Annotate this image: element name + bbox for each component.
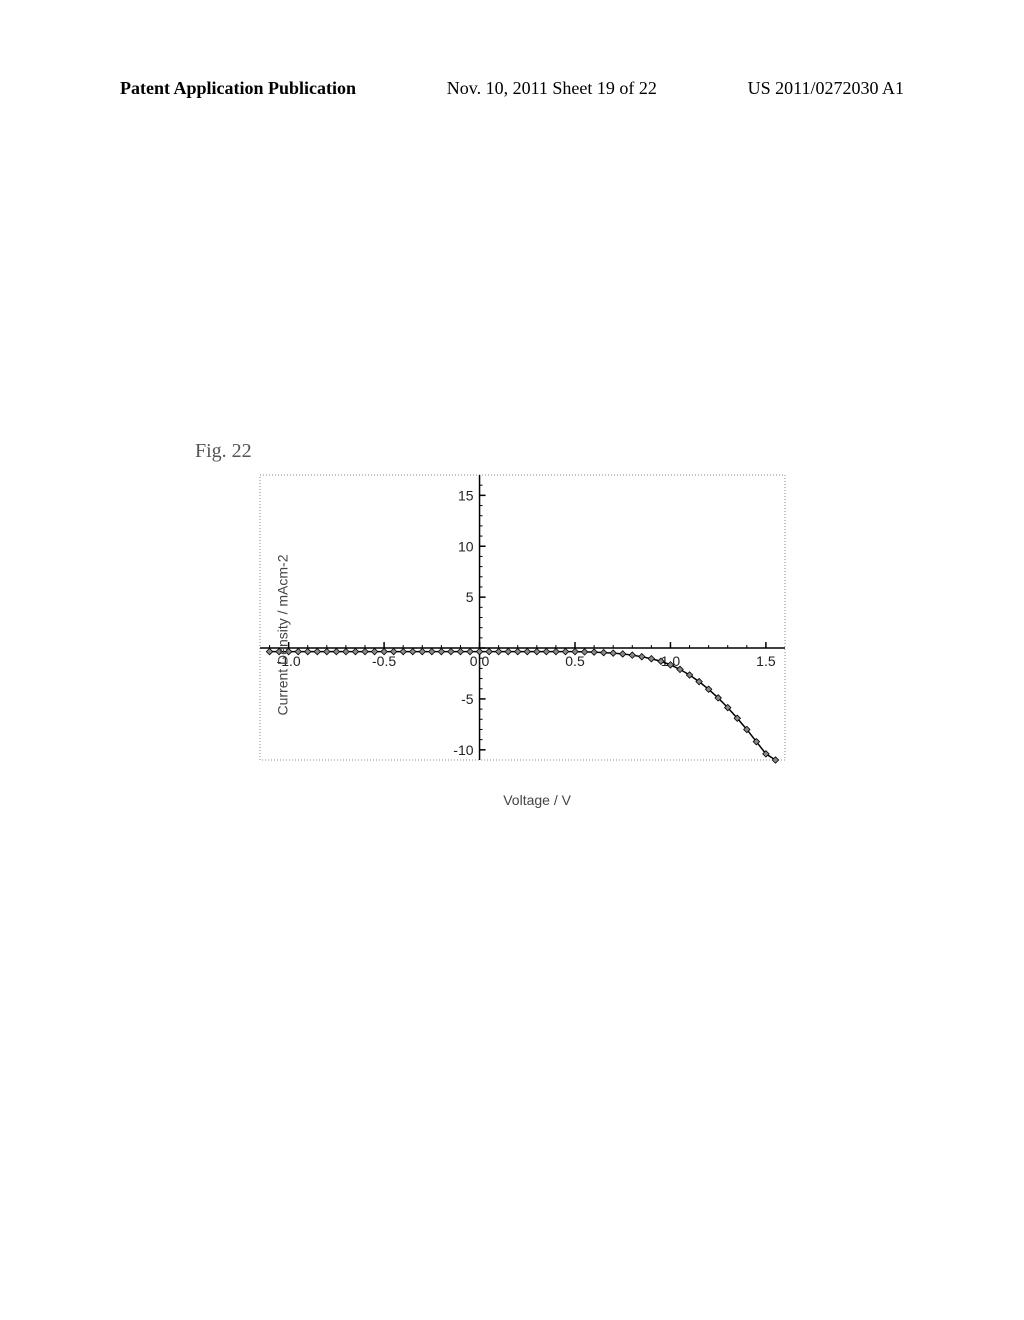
svg-text:15: 15 <box>458 487 474 503</box>
page-header: Patent Application Publication Nov. 10, … <box>0 78 1024 99</box>
svg-text:5: 5 <box>466 589 474 605</box>
svg-text:0.5: 0.5 <box>565 653 585 669</box>
header-date-sheet: Nov. 10, 2011 Sheet 19 of 22 <box>447 78 657 99</box>
header-publication: Patent Application Publication <box>120 78 356 99</box>
svg-text:-0.5: -0.5 <box>372 653 396 669</box>
svg-text:-10: -10 <box>453 742 473 758</box>
svg-text:0.0: 0.0 <box>470 653 490 669</box>
figure-label: Fig. 22 <box>195 440 252 463</box>
header-publication-number: US 2011/0272030 A1 <box>748 78 904 99</box>
chart-xlabel: Voltage / V <box>503 792 571 808</box>
iv-curve-chart: Current Density / mAcm-2 -10-551015-1.0-… <box>230 470 790 800</box>
chart-ylabel: Current Density / mAcm-2 <box>275 554 291 715</box>
svg-text:1.5: 1.5 <box>756 653 776 669</box>
svg-text:-5: -5 <box>461 691 474 707</box>
chart-svg: -10-551015-1.0-0.50.00.51.01.5 <box>230 470 790 770</box>
svg-text:10: 10 <box>458 538 474 554</box>
